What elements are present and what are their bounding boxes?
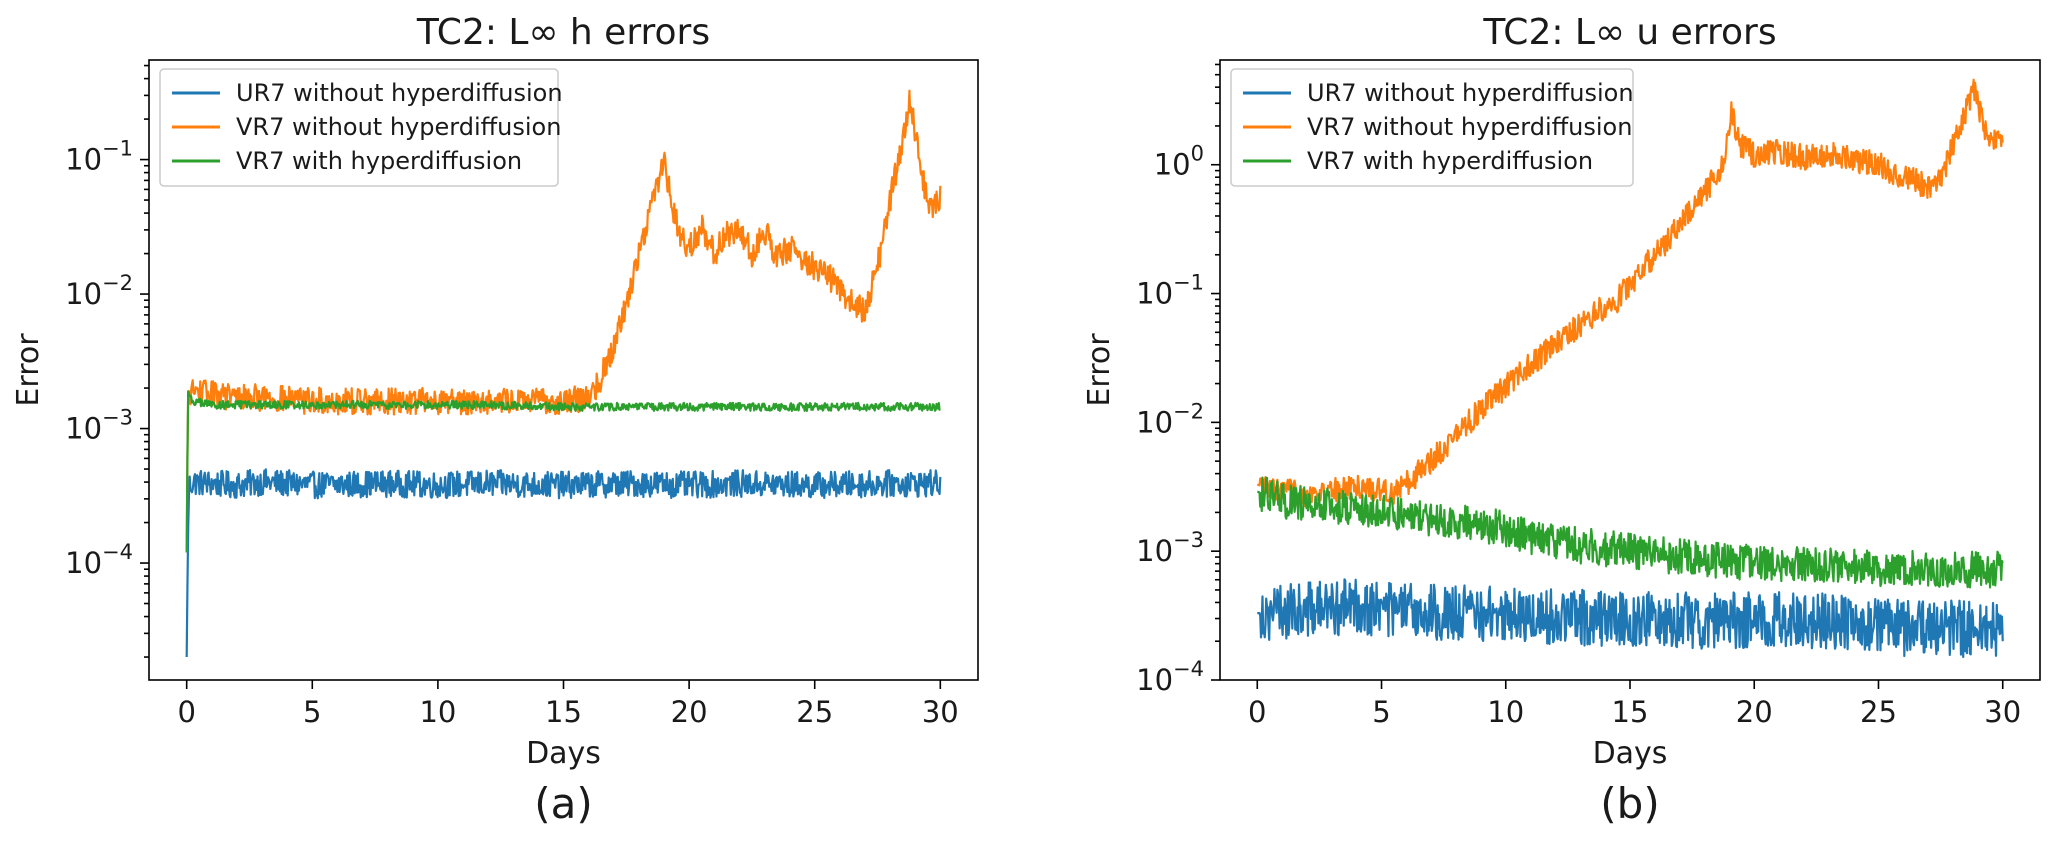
y-axis-label: Error [11,333,46,407]
x-axis-label: Days [1593,736,1668,771]
panel-label: (b) [1600,779,1659,828]
y-tick-label: 10−2 [65,271,133,311]
x-tick-label: 0 [1248,695,1266,729]
legend: UR7 without hyperdiffusion VR7 without hy… [159,68,563,187]
series-line-3 [185,390,941,553]
legend-entry: VR7 with hyperdiffusion [236,147,522,175]
x-tick-label: 10 [419,695,456,729]
y-tick-label: 100 [1154,142,1204,182]
chart-title: TC2: L∞ u errors [1482,12,1776,53]
series-line-2 [1256,78,2004,508]
chart-panel-b: 0 5 10 15 20 25 30 10−4 10−3 10−2 10−1 100 TC2: L∞ u… [1082,12,2041,828]
x-tick-label: 30 [1984,695,2021,729]
series-line-1 [1256,578,2004,659]
legend-entry: UR7 without hyperdiffusion [1307,79,1634,107]
y-tick-label: 10−4 [65,540,133,580]
x-tick-label: 5 [1372,695,1390,729]
x-tick-label: 25 [796,695,833,729]
y-tick-label: 10−1 [1136,271,1204,311]
chart-panel-a: 0 5 10 15 20 25 30 10−4 10−3 10−2 10−1 TC2: L∞ h er… [11,12,979,828]
panel-label: (a) [534,779,593,828]
y-axis-label: Error [1082,333,1117,407]
series-group [1256,78,2004,659]
x-axis-label: Days [526,736,601,771]
chart-title: TC2: L∞ h errors [416,12,710,53]
x-tick-label: 20 [671,695,708,729]
y-tick-label: 10−1 [65,137,133,177]
x-tick-label: 5 [303,695,321,729]
legend-entry: VR7 without hyperdiffusion [236,113,561,141]
legend-entry: UR7 without hyperdiffusion [236,79,563,107]
legend-box [1230,68,1634,187]
y-tick-label: 10−2 [1136,399,1204,439]
x-tick-label: 10 [1487,695,1524,729]
x-tick-label: 20 [1736,695,1773,729]
legend-entry: VR7 with hyperdiffusion [1307,147,1593,175]
y-tick-label: 10−3 [65,406,133,446]
x-tick-label: 15 [1612,695,1649,729]
x-tick-label: 15 [545,695,582,729]
legend: UR7 without hyperdiffusion VR7 without hy… [1230,68,1634,187]
series-line-1 [185,468,942,658]
y-tick-label: 10−3 [1136,528,1204,568]
series-group [185,89,942,658]
x-tick-label: 25 [1860,695,1897,729]
series-line-3 [1256,476,2004,589]
x-tick-label: 0 [177,695,195,729]
x-tick-label: 30 [922,695,959,729]
legend-box [159,68,559,187]
legend-entry: VR7 without hyperdiffusion [1307,113,1632,141]
y-tick-label: 10−4 [1136,657,1204,697]
